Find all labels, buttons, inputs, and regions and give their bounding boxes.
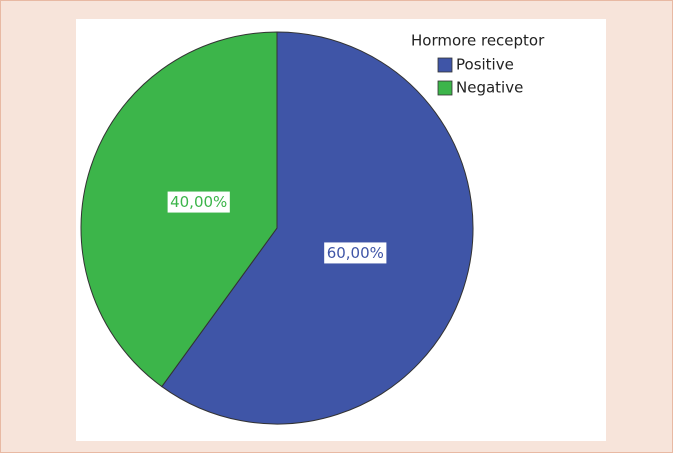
legend-swatch	[437, 57, 453, 73]
legend-swatch	[437, 80, 453, 96]
pie-slice	[161, 31, 474, 425]
legend-title: Hormore receptor	[411, 32, 545, 50]
legend-label: Negative	[456, 79, 523, 97]
legend-label: Positive	[456, 56, 514, 74]
value-label: 40,00%	[170, 193, 227, 211]
value-label-box	[166, 190, 231, 214]
value-label: 60,00%	[327, 244, 384, 262]
value-label-box	[323, 241, 388, 265]
